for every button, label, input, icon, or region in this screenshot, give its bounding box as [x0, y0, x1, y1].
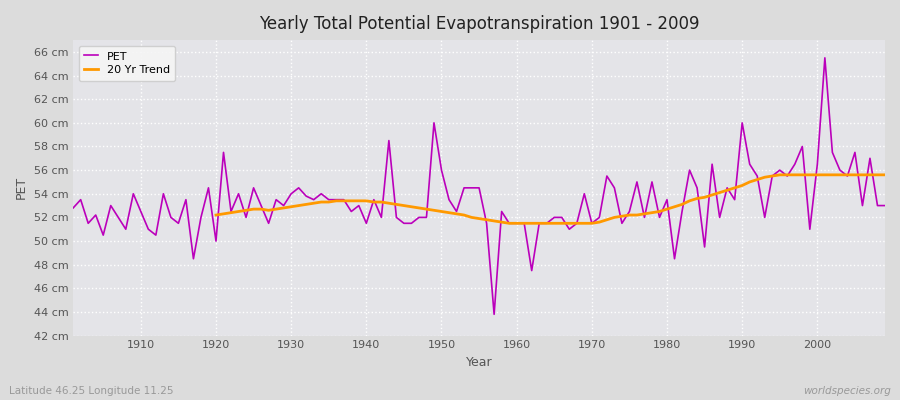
PET [293, 186, 304, 190]
Line: PET: PET [73, 58, 885, 314]
20 Yr Trend [504, 221, 515, 226]
PET [128, 191, 139, 196]
20 Yr Trend [774, 172, 785, 177]
X-axis label: Year: Year [466, 356, 492, 369]
Y-axis label: PET: PET [15, 176, 28, 200]
PET [489, 312, 500, 317]
20 Yr Trend [865, 172, 876, 177]
PET [338, 197, 349, 202]
Text: Latitude 46.25 Longitude 11.25: Latitude 46.25 Longitude 11.25 [9, 386, 174, 396]
Legend: PET, 20 Yr Trend: PET, 20 Yr Trend [78, 46, 176, 81]
20 Yr Trend [211, 213, 221, 218]
PET [820, 56, 831, 60]
20 Yr Trend [684, 198, 695, 203]
20 Yr Trend [879, 172, 890, 177]
20 Yr Trend [796, 172, 807, 177]
Title: Yearly Total Potential Evapotranspiration 1901 - 2009: Yearly Total Potential Evapotranspiratio… [259, 15, 699, 33]
PET [879, 203, 890, 208]
Line: 20 Yr Trend: 20 Yr Trend [216, 175, 885, 223]
PET [609, 186, 620, 190]
PET [511, 221, 522, 226]
20 Yr Trend [782, 172, 793, 177]
Text: worldspecies.org: worldspecies.org [803, 386, 891, 396]
20 Yr Trend [301, 202, 311, 207]
PET [518, 221, 529, 226]
20 Yr Trend [413, 206, 424, 210]
PET [68, 206, 78, 210]
